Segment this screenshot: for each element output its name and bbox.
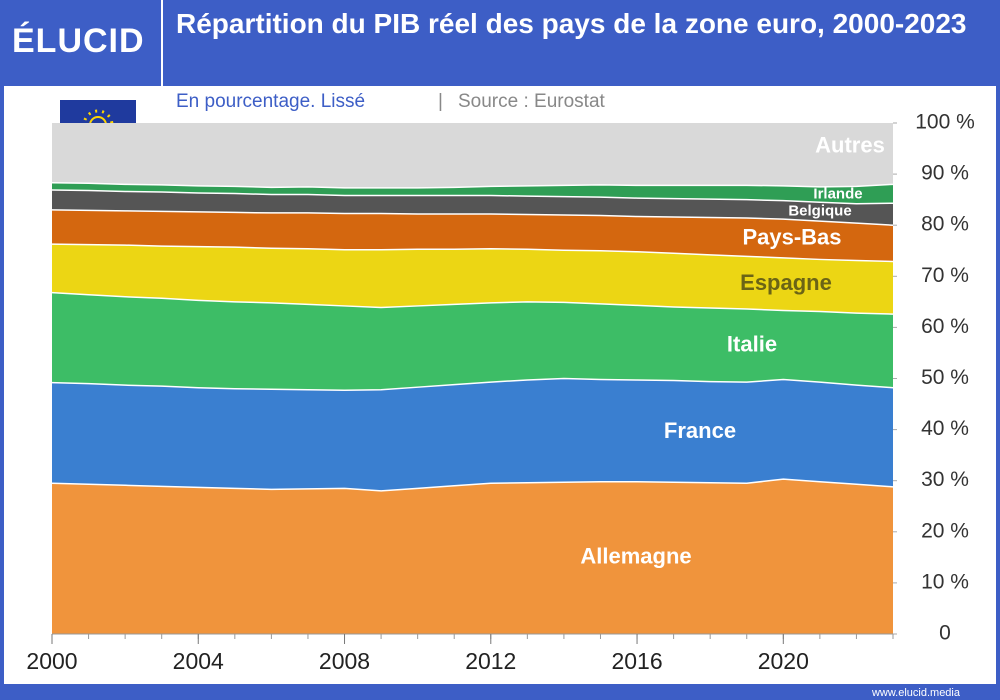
boundary-line	[51, 189, 894, 205]
boundary-line	[51, 291, 894, 315]
area	[52, 189, 893, 226]
x-tick-label: 2020	[758, 648, 809, 674]
y-tick-label: 100 %	[915, 111, 975, 134]
y-tick-label: 70 %	[921, 264, 969, 287]
area	[52, 123, 893, 188]
brand-logo: ÉLUCID	[12, 22, 145, 60]
chart-title: Répartition du PIB réel des pays de la z…	[176, 8, 967, 39]
separator	[161, 0, 163, 86]
boundary-line	[51, 209, 894, 226]
series-label: Italie	[727, 331, 777, 356]
y-tick-label: 60 %	[921, 315, 969, 338]
area	[52, 479, 893, 634]
y-tick-label: 0	[939, 622, 951, 645]
area	[52, 378, 893, 491]
series-label: Espagne	[740, 270, 832, 295]
series-label: France	[664, 418, 736, 443]
footer: www.elucid.media	[871, 687, 960, 699]
x-tick-label: 2000	[26, 648, 77, 674]
series-label: Allemagne	[580, 544, 691, 569]
x-tick-label: 2016	[611, 648, 662, 674]
boundary-line	[51, 377, 894, 392]
series-label: Irlande	[813, 186, 862, 203]
y-tick-label: 30 %	[921, 468, 969, 491]
y-tick-label: 90 %	[921, 162, 969, 185]
x-tick-label: 2004	[173, 648, 224, 674]
x-tick-label: 2012	[465, 648, 516, 674]
subtitle-separator: |	[438, 91, 443, 112]
y-tick-label: 50 %	[921, 366, 969, 389]
y-tick-label: 20 %	[921, 519, 969, 542]
area	[52, 244, 893, 315]
plot: Allemagne France Italie Espagne Pays-Bas Belg…	[26, 111, 974, 675]
subtitle: En pourcentage. Lissé	[176, 91, 365, 112]
y-tick-label: 40 %	[921, 417, 969, 440]
boundary-line	[51, 182, 894, 189]
series-label: Pays-Bas	[742, 224, 841, 249]
series-label: Belgique	[788, 203, 851, 220]
boundary-line	[51, 243, 894, 263]
source: Source : Eurostat	[458, 91, 606, 112]
y-tick-label: 80 %	[921, 213, 969, 236]
header: ÉLUCID Répartition du PIB réel des pays …	[0, 0, 1000, 86]
y-tick-label: 10 %	[921, 570, 969, 593]
series-label: Autres	[815, 132, 885, 157]
area	[52, 292, 893, 391]
boundary-line	[51, 478, 894, 492]
x-tick-label: 2008	[319, 648, 370, 674]
area	[52, 209, 893, 262]
